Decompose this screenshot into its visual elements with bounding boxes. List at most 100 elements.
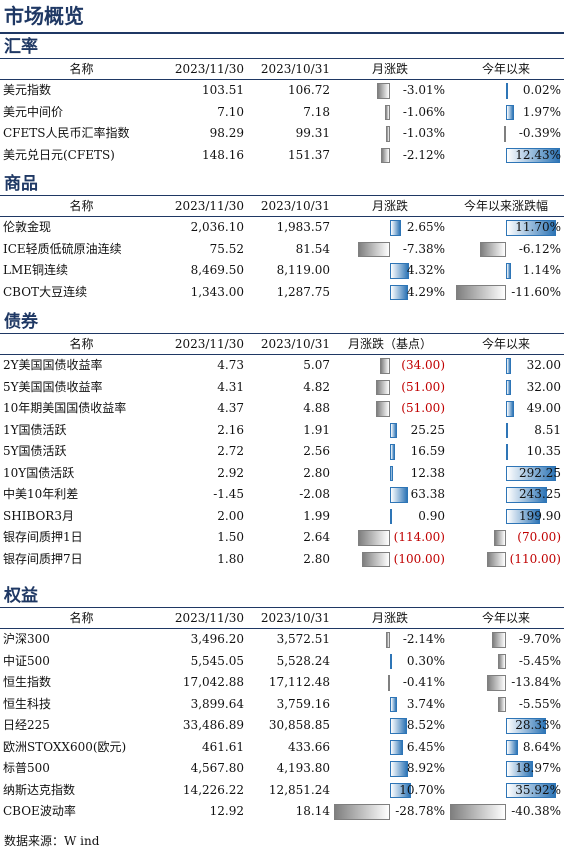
row-label: 恒生指数 xyxy=(3,675,52,689)
monthly-change-cell: -0.41% xyxy=(332,672,448,694)
cell-value: 8.52% xyxy=(406,718,445,732)
table-row: 美元指数 103.51 106.72 -3.01% 0.02% xyxy=(0,80,564,102)
cell-value: 1,343.00 xyxy=(190,284,244,299)
positive-data-bar xyxy=(506,83,508,99)
row-label: 银存间质押7日 xyxy=(3,551,83,566)
positive-data-bar xyxy=(390,761,408,777)
ytd-change-cell: 292.25 xyxy=(448,463,564,485)
cell-value: 10.35 xyxy=(526,444,561,458)
positive-data-bar xyxy=(506,104,515,120)
cell-value: 32.00 xyxy=(526,358,561,372)
positive-data-bar xyxy=(390,718,408,734)
table-row: 沪深300 3,496.20 3,572.51 -2.14% -9.70% xyxy=(0,629,564,651)
column-header: 今年以来涨跌幅 xyxy=(463,199,548,213)
column-header: 2023/11/30 xyxy=(174,337,244,351)
cell-value: (34.00) xyxy=(401,358,445,372)
cell-value: 12.38 xyxy=(410,465,445,480)
row-label: 美元兑日元(CFETS) xyxy=(3,147,115,162)
positive-data-bar xyxy=(506,263,511,279)
negative-data-bar xyxy=(380,147,390,163)
cell-value: -9.70% xyxy=(518,632,561,646)
table-row: 银存间质押1日 1.50 2.64 (114.00) (70.00) xyxy=(0,527,564,549)
section-title: 汇率 xyxy=(0,35,564,59)
table-row: 10Y国债活跃 2.92 2.80 12.38 292.25 xyxy=(0,463,564,485)
row-label: 5Y美国国债收益率 xyxy=(3,379,103,394)
negative-data-bar xyxy=(375,401,390,417)
monthly-change-cell: 0.30% xyxy=(332,651,448,673)
table-row: SHIBOR3月 2.00 1.99 0.90 199.90 xyxy=(0,506,564,528)
cell-value: 2.80 xyxy=(303,465,330,480)
ytd-change-cell: -5.55% xyxy=(448,694,564,716)
page-title: 市场概览 xyxy=(4,4,84,28)
cell-value: 98.29 xyxy=(209,126,244,140)
ytd-change-cell: -0.39% xyxy=(448,123,564,145)
negative-data-bar xyxy=(334,804,390,820)
column-header: 2023/11/30 xyxy=(174,611,244,625)
ytd-change-cell: (70.00) xyxy=(448,527,564,549)
row-label: LME铜连续 xyxy=(3,263,69,277)
section-bonds: 债券 名称 2023/11/30 2023/10/31 月涨跌（基点） 今年以来 2Y美国国… xyxy=(0,310,564,570)
monthly-change-cell: -7.38% xyxy=(332,239,448,261)
column-header: 2023/11/30 xyxy=(174,62,244,76)
positive-data-bar xyxy=(390,487,408,503)
positive-data-bar xyxy=(390,263,409,279)
column-header: 名称 xyxy=(69,199,94,213)
negative-data-bar xyxy=(486,675,506,691)
cell-value: 1.14% xyxy=(522,263,561,277)
ytd-change-cell: 1.97% xyxy=(448,102,564,124)
table-header: 名称 2023/11/30 2023/10/31 月涨跌（基点） 今年以来 xyxy=(0,334,564,355)
table-row: 中美10年利差 -1.45 -2.08 63.38 243.25 xyxy=(0,484,564,506)
monthly-change-cell: -1.03% xyxy=(332,123,448,145)
table-row: CBOT大豆连续 1,343.00 1,287.75 4.29% -11.60% xyxy=(0,282,564,304)
cell-value: 3,496.20 xyxy=(190,632,244,646)
row-label: 10年期美国国债收益率 xyxy=(3,401,127,415)
cell-value: 148.16 xyxy=(202,147,244,162)
cell-value: (51.00) xyxy=(401,379,445,394)
cell-value: 4.31 xyxy=(217,379,244,394)
positive-data-bar xyxy=(390,508,392,524)
row-label: 1Y国债活跃 xyxy=(3,422,67,437)
ytd-change-cell: 10.35 xyxy=(448,441,564,463)
cell-value: 4,193.80 xyxy=(276,761,330,775)
monthly-change-cell: -1.06% xyxy=(332,102,448,124)
column-header: 2023/11/30 xyxy=(174,199,244,213)
monthly-change-cell: (51.00) xyxy=(332,377,448,399)
monthly-change-cell: 16.59 xyxy=(332,441,448,463)
monthly-change-cell: 12.38 xyxy=(332,463,448,485)
cell-value: -2.12% xyxy=(402,147,445,162)
cell-value: 2.56 xyxy=(303,444,330,458)
column-header: 今年以来 xyxy=(481,62,530,76)
ytd-change-cell: -5.45% xyxy=(448,651,564,673)
table-row: 10年期美国国债收益率 4.37 4.88 (51.00) 49.00 xyxy=(0,398,564,420)
cell-value: 3,899.64 xyxy=(190,696,244,711)
ytd-change-cell: 199.90 xyxy=(448,506,564,528)
negative-data-bar xyxy=(362,551,390,567)
positive-data-bar xyxy=(506,401,515,417)
data-source-note: 数据来源：W ind xyxy=(4,834,100,848)
monthly-change-cell: 25.25 xyxy=(332,420,448,442)
cell-value: 1,983.57 xyxy=(276,220,330,234)
monthly-change-cell: 8.52% xyxy=(332,715,448,737)
table-row: LME铜连续 8,469.50 8,119.00 4.32% 1.14% xyxy=(0,260,564,282)
cell-value: 10.70% xyxy=(399,782,445,797)
cell-value: (110.00) xyxy=(509,551,561,566)
positive-data-bar xyxy=(506,761,533,777)
cell-value: -1.45 xyxy=(213,487,244,501)
negative-data-bar xyxy=(380,358,390,374)
ytd-change-cell: 8.51 xyxy=(448,420,564,442)
cell-value: 18.97% xyxy=(515,761,561,775)
cell-value: 8.64% xyxy=(522,739,561,754)
negative-data-bar xyxy=(498,696,506,712)
cell-value: 5,545.05 xyxy=(190,653,244,668)
column-header: 2023/10/31 xyxy=(260,337,330,351)
cell-value: 4.88 xyxy=(303,401,330,415)
positive-data-bar xyxy=(390,653,392,669)
negative-data-bar xyxy=(487,551,506,567)
positive-data-bar xyxy=(390,422,398,438)
cell-value: 18.14 xyxy=(295,804,330,818)
table-header: 名称 2023/11/30 2023/10/31 月涨跌 今年以来涨跌幅 xyxy=(0,196,564,217)
positive-data-bar xyxy=(506,487,548,503)
monthly-change-cell: 3.74% xyxy=(332,694,448,716)
cell-value: 4,567.80 xyxy=(190,761,244,775)
row-label: 日经225 xyxy=(3,718,50,732)
